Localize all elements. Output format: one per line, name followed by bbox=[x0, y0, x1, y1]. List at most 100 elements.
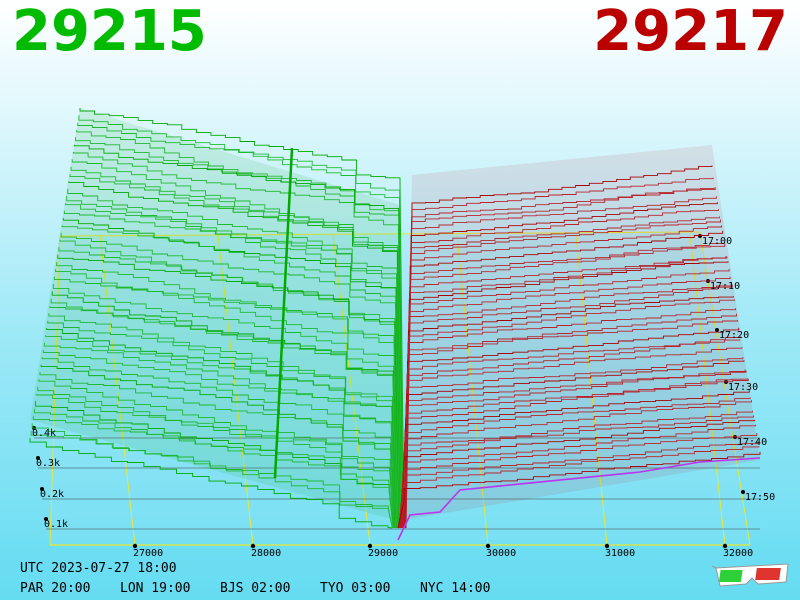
ask-depth-line bbox=[403, 230, 724, 529]
spread-line bbox=[397, 457, 761, 541]
ask-depth-line bbox=[402, 269, 730, 529]
x-tick-mark bbox=[250, 543, 256, 549]
ask-depth-line bbox=[398, 424, 757, 529]
ask-depth-line bbox=[398, 400, 752, 529]
ask-depth-line bbox=[403, 256, 727, 529]
bid-depth-line bbox=[49, 306, 398, 529]
bid-depth-line bbox=[72, 152, 403, 529]
bid-depth-line bbox=[79, 108, 405, 529]
timezone-nyc: NYC 14:00 bbox=[420, 581, 491, 596]
ask-depth-line bbox=[401, 299, 735, 529]
ask-depth-line bbox=[399, 397, 751, 529]
ask-depth-line bbox=[399, 389, 750, 529]
timezone-bjs: BJS 02:00 bbox=[220, 581, 291, 596]
bid-depth-line bbox=[41, 357, 396, 529]
bid-depth-line bbox=[32, 416, 394, 529]
timezone-par: PAR 20:00 bbox=[20, 581, 91, 596]
bid-depth-line bbox=[42, 350, 396, 529]
timezone-lon: LON 19:00 bbox=[120, 581, 191, 596]
z-tick-mark bbox=[698, 234, 702, 238]
ask-depth-line bbox=[405, 187, 716, 529]
ask-depth-line bbox=[403, 243, 725, 529]
ask-depth-line bbox=[404, 196, 717, 529]
bid-wall-line bbox=[273, 147, 294, 479]
ask-depth-line bbox=[404, 209, 719, 529]
3d-glasses-icon[interactable] bbox=[712, 560, 792, 592]
bid-depth-line bbox=[53, 276, 399, 529]
ask-depth-line bbox=[400, 357, 744, 529]
ask-depth-line bbox=[401, 327, 740, 529]
timezone-clocks: PAR 20:00 LON 19:00 BJS 02:00 TYO 03:00 … bbox=[20, 581, 540, 597]
ask-depth-line bbox=[397, 441, 759, 529]
bid-depth-line bbox=[60, 232, 400, 529]
z-tick-mark bbox=[741, 490, 745, 494]
z-tick-mark bbox=[715, 328, 719, 332]
bid-depth-line bbox=[73, 144, 404, 529]
bid-depth-series bbox=[29, 108, 405, 529]
y-tick-mark bbox=[36, 456, 40, 460]
x-gridline bbox=[575, 234, 608, 546]
x-tick-mark bbox=[132, 543, 138, 549]
bid-depth-line bbox=[76, 130, 404, 529]
y-tick-label: 0.2k bbox=[40, 489, 64, 500]
ask-depth-line bbox=[399, 378, 748, 529]
ask-depth-line bbox=[402, 284, 733, 529]
x-tick-label: 27000 bbox=[133, 548, 163, 559]
bid-depth-line bbox=[55, 269, 399, 529]
x-tick-mark bbox=[367, 543, 373, 549]
ask-depth-line bbox=[405, 177, 714, 529]
utc-timestamp: UTC 2023-07-27 18:00 bbox=[20, 561, 177, 576]
bid-depth-line bbox=[39, 372, 395, 529]
x-gridline bbox=[456, 234, 489, 546]
bid-depth-line bbox=[52, 284, 399, 529]
bid-depth-line bbox=[30, 430, 393, 529]
x-gridline bbox=[689, 234, 726, 546]
x-tick-label: 30000 bbox=[486, 548, 516, 559]
ask-depth-line bbox=[398, 433, 758, 529]
timezone-tyo: TYO 03:00 bbox=[320, 581, 391, 596]
ask-depth-line bbox=[400, 360, 745, 529]
y-tick-label: 0.1k bbox=[44, 519, 68, 530]
z-tick-label: 17:00 bbox=[702, 236, 732, 247]
ask-depth-line bbox=[397, 446, 760, 529]
ask-depth-line bbox=[400, 336, 742, 529]
x-tick-label: 32000 bbox=[723, 548, 753, 559]
ask-depth-series bbox=[397, 145, 761, 541]
bid-depth-line bbox=[68, 181, 402, 529]
ask-depth-line bbox=[403, 225, 723, 529]
bid-depth-line bbox=[45, 335, 397, 529]
z-tick-label: 17:40 bbox=[737, 437, 767, 448]
x-tick-label: 31000 bbox=[605, 548, 635, 559]
x-tick-label: 28000 bbox=[251, 548, 281, 559]
bid-depth-line bbox=[38, 379, 395, 529]
ask-depth-line bbox=[400, 347, 743, 529]
ask-depth-line bbox=[401, 313, 737, 529]
ask-depth-line bbox=[401, 296, 734, 529]
y-tick-mark bbox=[40, 487, 44, 491]
bid-depth-line bbox=[62, 218, 401, 529]
ask-depth-line bbox=[404, 219, 721, 529]
bid-depth-line bbox=[36, 394, 395, 529]
ask-depth-line bbox=[401, 320, 739, 529]
x-gridline bbox=[217, 234, 254, 546]
bid-depth-line bbox=[77, 122, 404, 529]
ask-depth-line bbox=[398, 410, 753, 529]
bid-depth-line bbox=[47, 320, 397, 529]
ask-depth-surface bbox=[404, 145, 760, 520]
ask-depth-line bbox=[397, 451, 761, 529]
ask-depth-line bbox=[404, 216, 720, 529]
bid-depth-surface bbox=[30, 108, 400, 520]
ask-depth-line bbox=[401, 308, 736, 529]
ask-depth-line bbox=[403, 256, 728, 529]
ask-depth-line bbox=[402, 283, 732, 529]
ask-depth-line bbox=[402, 261, 729, 529]
y-tick-mark bbox=[44, 517, 48, 521]
y-tick-label: 0.4k bbox=[32, 428, 56, 439]
z-tick-label: 17:50 bbox=[745, 492, 775, 503]
z-tick-label: 17:10 bbox=[710, 281, 740, 292]
bid-depth-line bbox=[78, 115, 405, 529]
y-tick-label: 0.3k bbox=[36, 458, 60, 469]
x-gridline bbox=[332, 234, 371, 546]
x-tick-mark bbox=[604, 543, 610, 549]
